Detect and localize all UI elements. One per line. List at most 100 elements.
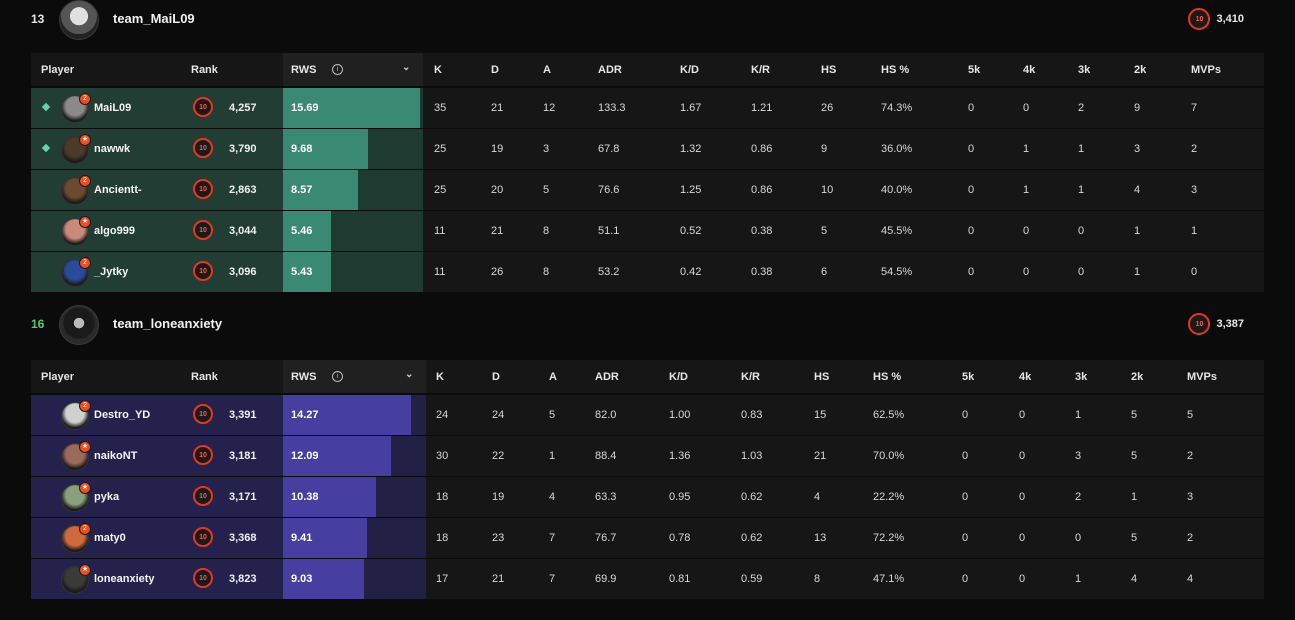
stat-kr-ratio: 0.38 xyxy=(751,266,773,278)
column-header-deaths[interactable]: D xyxy=(492,371,500,383)
player-row[interactable]: 2 _Jytky 10 3,096 5.43 11 26 8 53.2 0.42 0.38 6 54.5… xyxy=(31,251,1264,292)
stat-2k: 5 xyxy=(1131,450,1138,462)
stat-adr: 76.6 xyxy=(598,184,620,196)
player-row[interactable]: 2 maty0 10 3,368 9.41 18 23 7 76.7 0.78 0.62 13 72.2… xyxy=(31,517,1264,558)
player-row[interactable]: ★ pyka 10 3,171 10.38 18 19 4 63.3 0.95 0.62 4 22.2%… xyxy=(31,476,1264,517)
player-name[interactable]: maty0 xyxy=(94,532,126,544)
rws-bar-fill xyxy=(283,559,364,599)
rws-value: 9.41 xyxy=(291,532,313,544)
stat-kills: 24 xyxy=(436,409,449,421)
column-header-5k[interactable]: 5k xyxy=(968,64,981,76)
info-icon[interactable]: i xyxy=(332,371,343,382)
column-header-kills[interactable]: K xyxy=(434,64,442,76)
team-name[interactable]: team_loneanxiety xyxy=(113,316,223,331)
player-name[interactable]: pyka xyxy=(94,491,120,503)
team-name[interactable]: team_MaiL09 xyxy=(113,11,195,26)
column-header-3k[interactable]: 3k xyxy=(1078,64,1091,76)
player-name[interactable]: Destro_YD xyxy=(94,409,151,421)
column-header-kills[interactable]: K xyxy=(436,371,444,383)
column-header-adr[interactable]: ADR xyxy=(598,64,622,76)
rws-bar-track xyxy=(283,559,426,599)
stat-assists: 8 xyxy=(543,266,550,278)
column-header-headshot-percent[interactable]: HS % xyxy=(873,371,902,383)
column-header-kr-ratio[interactable]: K/R xyxy=(751,64,770,76)
stat-adr: 51.1 xyxy=(598,225,620,237)
column-header-rws[interactable]: RWS xyxy=(291,64,317,76)
scoreboard-table-team-1: Player Rank RWS i ⌄ K D A ADR K/D K/R HS HS % 5k 4k 3k 2… xyxy=(31,53,1264,292)
column-header-mvps[interactable]: MVPs xyxy=(1191,64,1221,76)
player-elo: 3,790 xyxy=(229,143,257,155)
team-avatar[interactable] xyxy=(59,0,99,40)
rws-column-header[interactable] xyxy=(283,360,426,393)
column-header-3k[interactable]: 3k xyxy=(1075,371,1088,383)
column-header-2k[interactable]: 2k xyxy=(1131,371,1144,383)
stat-kd-ratio: 1.67 xyxy=(680,102,702,114)
stat-headshots: 6 xyxy=(821,266,828,278)
column-header-deaths[interactable]: D xyxy=(491,64,499,76)
stat-4k: 0 xyxy=(1019,491,1026,503)
column-header-kr-ratio[interactable]: K/R xyxy=(741,371,760,383)
stat-kills: 25 xyxy=(434,143,447,155)
info-icon[interactable]: i xyxy=(332,64,343,75)
stat-kr-ratio: 1.21 xyxy=(751,102,773,114)
column-header-2k[interactable]: 2k xyxy=(1134,64,1147,76)
stat-deaths: 21 xyxy=(491,225,504,237)
team-average-elo: 10 3,410 xyxy=(1188,7,1244,31)
player-name[interactable]: Ancientt- xyxy=(94,184,142,196)
stat-kd-ratio: 1.00 xyxy=(669,409,691,421)
column-header-rank[interactable]: Rank xyxy=(191,64,218,76)
column-header-kd-ratio[interactable]: K/D xyxy=(680,64,699,76)
column-header-player[interactable]: Player xyxy=(41,371,75,383)
skill-level-icon: 10 xyxy=(193,445,213,465)
rws-bar-track xyxy=(283,211,423,251)
column-header-4k[interactable]: 4k xyxy=(1023,64,1036,76)
player-name[interactable]: MaiL09 xyxy=(94,102,132,114)
column-header-rws[interactable]: RWS xyxy=(291,371,317,383)
column-header-4k[interactable]: 4k xyxy=(1019,371,1032,383)
player-badge-icon: 2 xyxy=(79,257,91,269)
column-header-kd-ratio[interactable]: K/D xyxy=(669,371,688,383)
rws-bar-fill xyxy=(283,477,376,517)
player-row[interactable]: 2 Destro_YD 10 3,391 14.27 24 24 5 82.0 1.00 0.83 1… xyxy=(31,394,1264,435)
player-avatar[interactable] xyxy=(61,95,89,123)
team-avatar[interactable] xyxy=(59,305,99,345)
player-name[interactable]: loneanxiety xyxy=(94,573,155,585)
player-name[interactable]: nawwk xyxy=(94,143,131,155)
stat-kd-ratio: 1.32 xyxy=(680,143,702,155)
player-row[interactable]: 2 Ancientt- 10 2,863 8.57 25 20 5 76.6 1.25 0.86 10… xyxy=(31,169,1264,210)
stat-5k: 0 xyxy=(962,491,969,503)
player-row[interactable]: ★ naikoNT 10 3,181 12.09 30 22 1 88.4 1.36 1.03 21 7… xyxy=(31,435,1264,476)
stat-headshots: 15 xyxy=(814,409,827,421)
chevron-down-icon[interactable]: ⌄ xyxy=(405,369,414,380)
rws-column-header[interactable] xyxy=(283,53,423,86)
stat-mvps: 4 xyxy=(1187,573,1194,585)
column-header-headshot-percent[interactable]: HS % xyxy=(881,64,910,76)
table-header-row: Player Rank RWS i ⌄ K D A ADR K/D K/R HS HS % 5k 4k 3k 2… xyxy=(31,53,1264,87)
player-avatar[interactable] xyxy=(61,402,89,430)
player-name[interactable]: naikoNT xyxy=(94,450,138,462)
column-header-assists[interactable]: A xyxy=(543,64,551,76)
column-header-player[interactable]: Player xyxy=(41,64,75,76)
player-row[interactable]: 2 MaiL09 10 4,257 15.69 35 21 12 133.3 1.67 1.21 26… xyxy=(31,87,1264,128)
player-row[interactable]: ★ nawwk 10 3,790 9.68 25 19 3 67.8 1.32 0.86 9 36.0%… xyxy=(31,128,1264,169)
column-header-headshots[interactable]: HS xyxy=(821,64,837,76)
stat-adr: 63.3 xyxy=(595,491,617,503)
column-header-adr[interactable]: ADR xyxy=(595,371,619,383)
column-header-5k[interactable]: 5k xyxy=(962,371,975,383)
player-name[interactable]: algo999 xyxy=(94,225,135,237)
chevron-down-icon[interactable]: ⌄ xyxy=(402,62,411,73)
column-header-assists[interactable]: A xyxy=(549,371,557,383)
rws-bar-fill xyxy=(283,129,368,169)
player-row[interactable]: ★ loneanxiety 10 3,823 9.03 17 21 7 69.9 0.81 0.59… xyxy=(31,558,1264,599)
column-header-mvps[interactable]: MVPs xyxy=(1187,371,1217,383)
column-header-rank[interactable]: Rank xyxy=(191,371,218,383)
column-header-headshots[interactable]: HS xyxy=(814,371,830,383)
player-row[interactable]: ★ algo999 10 3,044 5.46 11 21 8 51.1 0.52 0.38 5 45.… xyxy=(31,210,1264,251)
player-elo: 3,391 xyxy=(229,409,257,421)
rws-value: 14.27 xyxy=(291,409,319,421)
skill-level-icon: 10 xyxy=(193,179,213,199)
stat-adr: 88.4 xyxy=(595,450,617,462)
stat-3k: 3 xyxy=(1075,450,1082,462)
stat-headshots: 4 xyxy=(814,491,821,503)
player-name[interactable]: _Jytky xyxy=(94,266,129,278)
